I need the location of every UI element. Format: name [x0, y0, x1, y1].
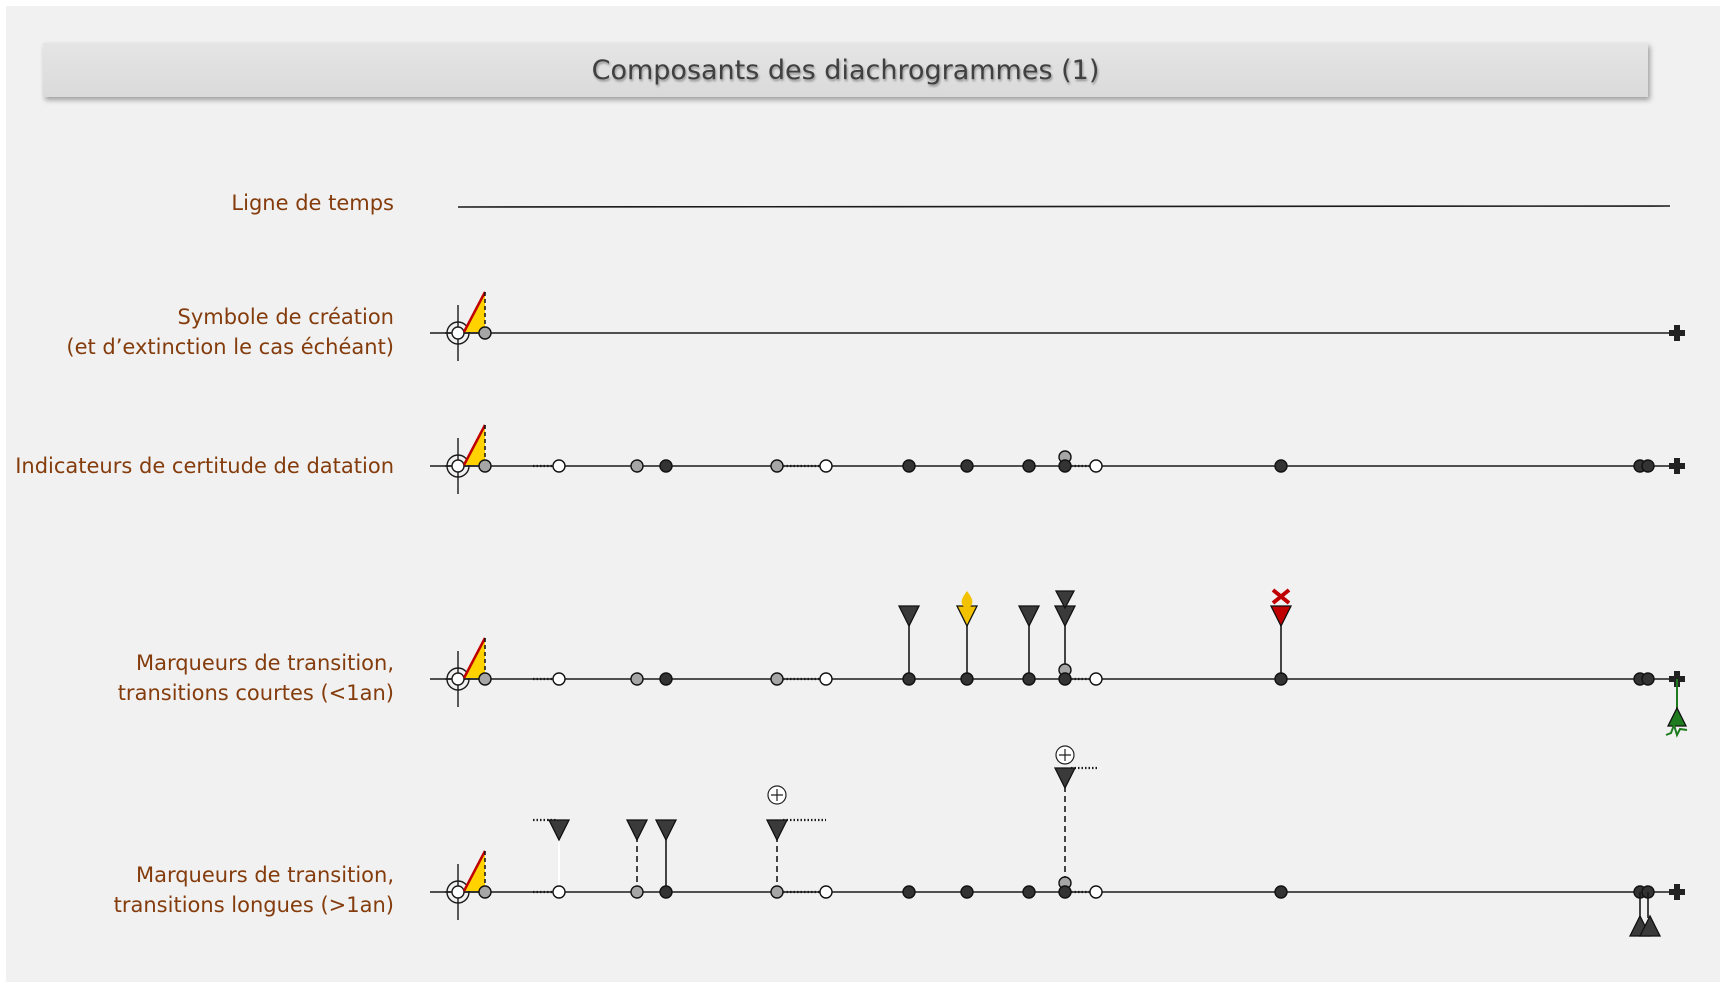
creation-symbol [430, 850, 487, 920]
exact-point-dark [1274, 459, 1288, 473]
label-short-transitions: Marqueurs de transition, transitions cou… [118, 648, 394, 708]
label-short-line1: Marqueurs de transition, [135, 651, 394, 675]
exact-point-dark [659, 459, 673, 473]
red-x-icon [1271, 588, 1291, 605]
label-creation-line1: Symbole de création [177, 305, 394, 329]
exact-point-dark [902, 885, 916, 899]
stacked-point-dark [1058, 672, 1072, 686]
down-triangle-marker [765, 819, 789, 842]
uncertain-point-white [1089, 885, 1103, 899]
exact-point-dark [960, 885, 974, 899]
creation-inner-circle [451, 326, 465, 340]
double-point-dark [1641, 672, 1655, 686]
exact-point-dark [960, 672, 974, 686]
exact-point-dark [1022, 885, 1036, 899]
creation-point [478, 459, 492, 473]
up-triangle-marker [1638, 914, 1662, 937]
down-triangle-marker-stacked [1054, 590, 1076, 610]
creation-inner-circle [451, 885, 465, 899]
green-up-triangle [1666, 706, 1688, 727]
uncertain-point-white [552, 885, 566, 899]
label-long-transitions: Marqueurs de transition, transitions lon… [114, 860, 394, 920]
creation-outer-circle [446, 667, 470, 691]
extinction-cross-icon [1669, 884, 1685, 900]
exact-point-dark [1022, 672, 1036, 686]
down-triangle-marker [625, 819, 649, 842]
down-triangle-marker [654, 819, 678, 842]
range-end-point-white [819, 672, 833, 686]
uncertain-point-white [552, 672, 566, 686]
range-start-point-grey [770, 672, 784, 686]
creation-flag-edge [462, 291, 487, 333]
range-start-point-grey [770, 459, 784, 473]
exact-point-dark [1022, 459, 1036, 473]
extinction-cross-icon [1669, 325, 1685, 341]
creation-inner-circle [451, 459, 465, 473]
range-end-point-white [819, 885, 833, 899]
flame-marker [961, 591, 973, 607]
label-short-line2: transitions courtes (<1an) [117, 681, 394, 705]
label-long-line1: Marqueurs de transition, [135, 863, 394, 887]
stacked-point-dark [1058, 885, 1072, 899]
creation-flag-edge [462, 637, 487, 679]
gold-triangle-marker [955, 605, 979, 628]
uncertain-point-white [1089, 459, 1103, 473]
down-triangle-marker [897, 605, 921, 628]
down-triangle-marker [1017, 605, 1041, 628]
exact-point-dark [659, 672, 673, 686]
range-start-point-grey [770, 885, 784, 899]
creation-flag-edge [462, 424, 487, 466]
approx-point-grey [630, 885, 644, 899]
creation-symbol [430, 637, 487, 707]
creation-inner-circle [451, 672, 465, 686]
title-bar: Composants des diachrogrammes (1) [43, 43, 1648, 97]
creation-outer-circle [446, 880, 470, 904]
red-triangle-marker [1269, 605, 1293, 628]
page-title: Composants des diachrogrammes (1) [591, 54, 1100, 86]
green-spark-icon [1665, 721, 1688, 738]
creation-flag-edge [462, 850, 487, 892]
label-creation: Symbole de création (et d’extinction le … [66, 302, 394, 362]
down-triangle-marker [1053, 767, 1077, 790]
creation-point [478, 672, 492, 686]
approx-point-grey [630, 459, 644, 473]
creation-point [478, 885, 492, 899]
creation-symbol [430, 291, 487, 361]
label-timeline: Ligne de temps [231, 188, 394, 218]
label-long-line2: transitions longues (>1an) [113, 893, 394, 917]
exact-point-dark [902, 459, 916, 473]
uncertain-point-white [552, 459, 566, 473]
stacked-point-dark [1058, 459, 1072, 473]
approx-point-grey [630, 672, 644, 686]
down-triangle-marker [547, 819, 571, 842]
uncertain-point-white [1089, 672, 1103, 686]
exact-point-dark [1274, 672, 1288, 686]
creation-symbol [430, 424, 487, 494]
timeline-line [457, 205, 1671, 208]
creation-outer-circle [446, 321, 470, 345]
creation-outer-circle [446, 454, 470, 478]
range-end-point-white [819, 459, 833, 473]
exact-point-dark [960, 459, 974, 473]
label-certainty: Indicateurs de certitude de datation [15, 451, 394, 481]
extinction-cross-icon [1669, 458, 1685, 474]
label-creation-line2: (et d’extinction le cas échéant) [66, 335, 394, 359]
plus-circle-cross [771, 789, 783, 801]
exact-point-dark [1274, 885, 1288, 899]
label-timeline-text: Ligne de temps [231, 191, 394, 215]
plus-circle-cross [1059, 749, 1071, 761]
label-certainty-text: Indicateurs de certitude de datation [15, 454, 394, 478]
double-point-dark [1641, 459, 1655, 473]
slide: Composants des diachrogrammes (1) Ligne … [6, 6, 1720, 982]
exact-point-dark [659, 885, 673, 899]
creation-point [478, 326, 492, 340]
exact-point-dark [902, 672, 916, 686]
